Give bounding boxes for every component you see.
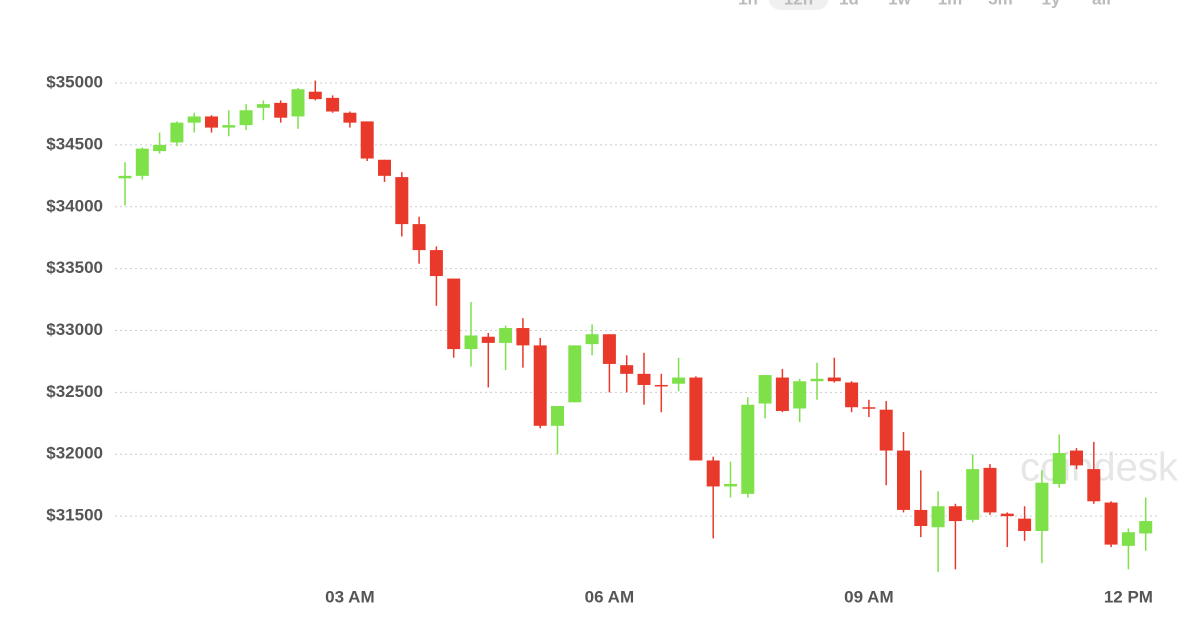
candle-body	[706, 460, 720, 487]
y-tick-label: $34500	[46, 134, 103, 153]
candle-body	[429, 250, 443, 277]
y-tick-label: $34000	[46, 196, 103, 215]
range-button-selected[interactable]	[768, 0, 829, 10]
range-button[interactable]: all	[1092, 0, 1111, 8]
y-tick-label: $35000	[46, 73, 103, 92]
candle-body	[827, 377, 841, 382]
candle-body	[810, 378, 824, 382]
candle-body	[118, 175, 132, 179]
candle-body	[620, 365, 634, 374]
candle-body	[1000, 513, 1014, 517]
x-tick-label: 03 AM	[325, 587, 374, 606]
range-button[interactable]: 3m	[988, 0, 1013, 8]
candle-body	[948, 506, 962, 522]
candle-body	[1070, 450, 1083, 466]
candle-body	[256, 104, 270, 108]
candle-body	[308, 91, 322, 100]
candle-body	[239, 110, 253, 126]
candle-body	[931, 506, 945, 528]
range-button[interactable]: 1w	[888, 0, 911, 8]
range-button[interactable]: 1d	[839, 0, 859, 8]
candle-body	[153, 144, 167, 152]
candle-body	[983, 467, 997, 513]
candle-body	[879, 409, 893, 451]
candle-body	[464, 335, 478, 350]
x-tick-label: 09 AM	[844, 587, 893, 606]
range-button[interactable]: 12h	[784, 0, 813, 8]
candle-body	[326, 97, 340, 112]
y-tick-label: $33000	[46, 320, 103, 339]
candle-body	[447, 278, 461, 350]
x-tick-label: 12 PM	[1104, 587, 1153, 606]
candle-body	[551, 406, 564, 426]
candle-body	[291, 89, 305, 117]
candle-body	[793, 381, 807, 409]
candle-body	[741, 404, 755, 494]
candle-body	[914, 509, 928, 527]
candle-body	[1104, 502, 1118, 545]
candle-body	[775, 377, 789, 411]
candle-body	[274, 102, 288, 118]
candle-body	[654, 384, 668, 387]
candle-body	[481, 336, 495, 343]
y-tick-label: $32000	[46, 444, 103, 463]
candle-body	[378, 159, 391, 176]
candle-body	[499, 328, 513, 343]
candle-body	[862, 407, 876, 409]
candle-body	[1121, 532, 1135, 546]
candle-body	[602, 334, 616, 364]
y-tick-label: $32500	[46, 382, 103, 401]
candle-body	[689, 377, 703, 461]
candle-body	[533, 345, 547, 426]
y-tick-label: $31500	[46, 506, 103, 525]
y-tick-label: $33500	[46, 258, 103, 277]
candle-body	[637, 373, 651, 385]
candle-body	[724, 483, 737, 487]
candle-body	[1035, 482, 1049, 531]
candle-body	[222, 125, 236, 128]
candle-body	[1018, 518, 1032, 531]
candle-body	[1087, 469, 1101, 502]
x-tick-label: 06 AM	[585, 587, 634, 606]
candle-body	[170, 122, 184, 143]
range-button[interactable]: 1m	[938, 0, 963, 8]
range-button[interactable]: 1h	[738, 0, 758, 8]
candle-body	[672, 377, 686, 384]
candle-body	[966, 469, 980, 520]
candle-body	[343, 112, 357, 123]
candle-body	[1139, 521, 1153, 534]
candle-body	[187, 116, 201, 123]
candle-body	[897, 450, 910, 510]
candle-body	[135, 148, 149, 176]
candle-body	[568, 345, 582, 403]
candle-body	[516, 328, 530, 346]
range-button[interactable]: 1y	[1042, 0, 1061, 8]
candle-body	[360, 121, 374, 159]
candle-body	[758, 375, 772, 404]
candle-body	[205, 116, 218, 128]
candle-body	[585, 334, 599, 345]
candle-body	[395, 177, 409, 225]
candle-body	[845, 382, 859, 408]
candle-body	[1052, 453, 1066, 484]
candle-body	[412, 224, 426, 251]
